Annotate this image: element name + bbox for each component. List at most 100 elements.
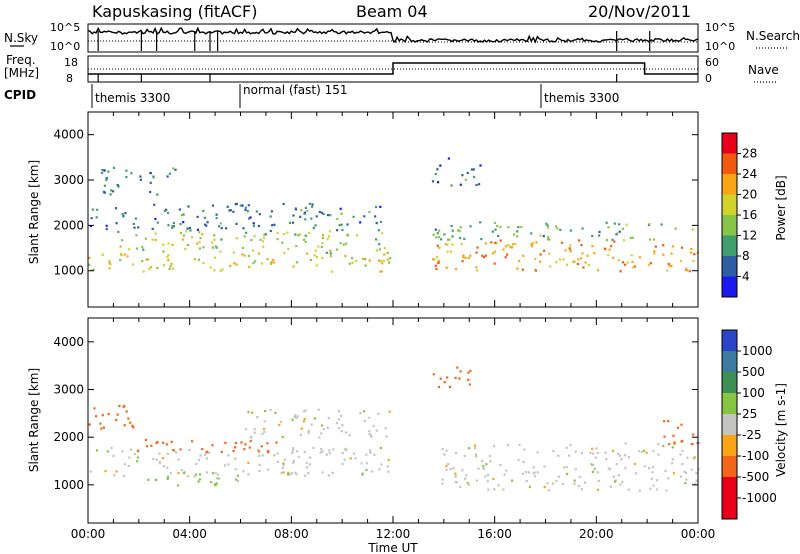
velocity-cell-387: [664, 469, 667, 473]
velocity-cell-122: [283, 458, 286, 461]
power-cell-26: [383, 253, 386, 256]
velocity-ytick-label-4: 1000: [53, 478, 84, 492]
velocity-cell-236: [363, 419, 366, 422]
power-cell-309: [107, 170, 110, 173]
velocity-cell-142: [144, 438, 147, 442]
power-cell-383: [582, 266, 585, 269]
power-cell-437: [534, 269, 537, 272]
velocity-cell-253: [372, 425, 375, 428]
power-cell-113: [283, 251, 286, 254]
velocity-cell-348: [482, 465, 485, 468]
velocity-cell-246: [368, 430, 371, 433]
velocity-cell-459: [676, 426, 679, 429]
velocity-cell-346: [633, 462, 636, 466]
noise-sky-label: N.Sky: [4, 31, 38, 45]
power-cell-57: [147, 258, 150, 261]
velocity-cell-254: [384, 427, 387, 430]
velocity-cell-65: [123, 463, 126, 466]
velocity-cell-309: [473, 444, 476, 447]
power-cell-9: [167, 254, 170, 257]
power-cell-32: [247, 254, 250, 257]
power-cell-22: [172, 267, 175, 270]
velocity-cell-3: [331, 471, 334, 474]
cpid-segment-2: normal (fast) 151: [243, 83, 347, 97]
power-cell-119: [261, 240, 264, 243]
velocity-cell-306: [565, 465, 568, 468]
power-cell-277: [379, 220, 383, 223]
velocity-cell-311: [455, 451, 458, 455]
nave-tick-top: 60: [705, 56, 719, 69]
freq-trace: [88, 62, 698, 82]
velocity-cell-344: [466, 482, 469, 485]
power-cell-340: [476, 269, 479, 272]
power-cell-55: [209, 266, 212, 269]
power-cell-530: [436, 168, 439, 171]
power-cell-379: [621, 261, 625, 264]
velocity-cell-322: [527, 471, 531, 474]
power-ytick-label-3: 2000: [53, 218, 84, 232]
velocity-cell-371: [624, 442, 627, 445]
power-cell-64: [254, 260, 257, 263]
power-colorbar-swatch-1: [722, 133, 737, 154]
velocity-cell-89: [344, 448, 347, 451]
power-cell-76: [364, 264, 367, 267]
velocity-cell-43: [327, 474, 330, 477]
power-cell-528: [613, 222, 616, 225]
power-cell-294: [96, 208, 99, 211]
power-cell-394: [481, 254, 484, 257]
power-cell-23: [382, 259, 386, 262]
velocity-cell-272: [594, 456, 597, 459]
velocity-cell-335: [596, 451, 599, 454]
power-cell-335: [437, 259, 440, 262]
power-cell-219: [242, 227, 245, 230]
velocity-cell-137: [201, 448, 204, 451]
velocity-cell-244: [337, 427, 341, 430]
power-cell-373: [437, 261, 440, 264]
power-cell-481: [546, 238, 549, 241]
power-cell-389: [580, 244, 583, 247]
power-colorbar-swatch-7: [722, 256, 737, 277]
power-cell-421: [494, 241, 497, 244]
velocity-cell-452: [663, 420, 666, 423]
power-colorbar-tick-label-6: 8: [742, 249, 750, 263]
power-cell-67: [162, 264, 165, 267]
power-cell-250: [154, 217, 157, 221]
velocity-cell-37: [152, 457, 155, 460]
velocity-cell-148: [150, 444, 153, 447]
power-cell-59: [364, 258, 367, 261]
velocity-cell-224: [264, 409, 267, 413]
power-cell-195: [258, 213, 261, 216]
power-cell-317: [105, 177, 108, 180]
power-colorbar-tick-label-2: 24: [742, 167, 757, 181]
velocity-cell-380: [522, 460, 525, 463]
velocity-cell-96: [158, 452, 161, 455]
velocity-cell-385: [618, 454, 621, 457]
velocity-cell-179: [147, 478, 150, 481]
power-cell-196: [187, 205, 190, 208]
velocity-cell-109: [369, 449, 372, 452]
velocity-cell-257: [375, 429, 378, 432]
freq-panel: Freq. [MHz] 18 8 60 0 Nave: [4, 53, 779, 85]
power-cell-520: [458, 236, 462, 240]
velocity-cell-104: [227, 454, 230, 457]
power-cell-163: [167, 242, 170, 245]
velocity-cell-230: [291, 418, 294, 421]
velocity-cell-361: [574, 450, 577, 453]
power-cell-533: [431, 180, 435, 183]
power-cell-80: [321, 256, 324, 260]
power-cell-235: [188, 226, 191, 230]
power-cell-460: [674, 227, 677, 230]
velocity-cell-186: [154, 479, 157, 482]
power-cell-364: [530, 245, 534, 248]
velocity-cell-12: [291, 449, 294, 452]
velocity-cell-113: [282, 462, 285, 465]
power-cell-541: [479, 164, 482, 167]
power-cell-210: [312, 226, 315, 230]
velocity-cell-107: [136, 460, 139, 463]
power-cell-98: [386, 251, 389, 254]
power-cell-112: [154, 238, 157, 241]
velocity-cell-325: [662, 444, 665, 447]
velocity-cell-434: [446, 376, 449, 379]
velocity-cell-366: [619, 483, 622, 486]
power-cell-40: [330, 270, 334, 273]
